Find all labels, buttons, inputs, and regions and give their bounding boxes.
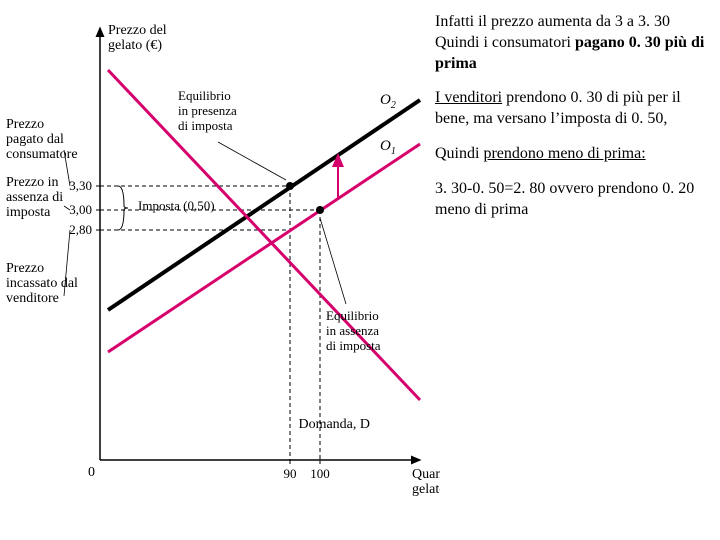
svg-text:Equilibrio: Equilibrio [326,308,379,323]
svg-text:venditore: venditore [6,291,59,306]
svg-text:3,00: 3,00 [69,202,92,217]
svg-text:di imposta: di imposta [178,118,233,133]
svg-text:Imposta (0,50): Imposta (0,50) [138,198,215,213]
svg-text:90: 90 [284,466,297,481]
svg-text:pagato dal: pagato dal [6,132,64,147]
svg-text:Quantità di: Quantità di [412,467,440,482]
p4: 3. 30-0. 50=2. 80 ovvero prendono 0. 20 … [435,179,717,221]
p2-pre: I venditori [435,89,502,106]
p1b-pre: Quindi i consumatori [435,34,575,51]
svg-text:Prezzo del: Prezzo del [108,23,167,38]
svg-text:Prezzo: Prezzo [6,261,44,276]
svg-text:di imposta: di imposta [326,338,381,353]
svg-text:Domanda, D: Domanda, D [298,417,370,432]
supply-demand-chart: 0 Prezzo delgelato (€) Quantità digelato 3,… [0,0,440,520]
p1a: Infatti il prezzo aumenta da 3 a 3. 30 [435,13,670,30]
svg-text:Prezzo: Prezzo [6,117,44,132]
svg-text:Equilibrio: Equilibrio [178,88,231,103]
svg-text:100: 100 [310,466,330,481]
svg-text:gelato: gelato [412,482,440,497]
svg-text:0: 0 [88,465,95,480]
svg-text:3,30: 3,30 [69,178,92,193]
svg-text:gelato (€): gelato (€) [108,38,162,53]
svg-text:2,80: 2,80 [69,222,92,237]
svg-text:in presenza: in presenza [178,103,237,118]
svg-text:consumatore: consumatore [6,147,78,162]
p3-u: prendono meno di prima: [483,145,645,162]
svg-text:incassato dal: incassato dal [6,276,78,291]
svg-text:O1: O1 [380,138,396,157]
svg-text:Prezzo in: Prezzo in [6,175,58,190]
p3-pre: Quindi [435,145,483,162]
side-text: Infatti il prezzo aumenta da 3 a 3. 30 Q… [435,12,717,234]
svg-text:imposta: imposta [6,205,51,220]
svg-text:O2: O2 [380,92,396,111]
svg-text:assenza di: assenza di [6,190,63,205]
svg-text:in assenza: in assenza [326,323,379,338]
